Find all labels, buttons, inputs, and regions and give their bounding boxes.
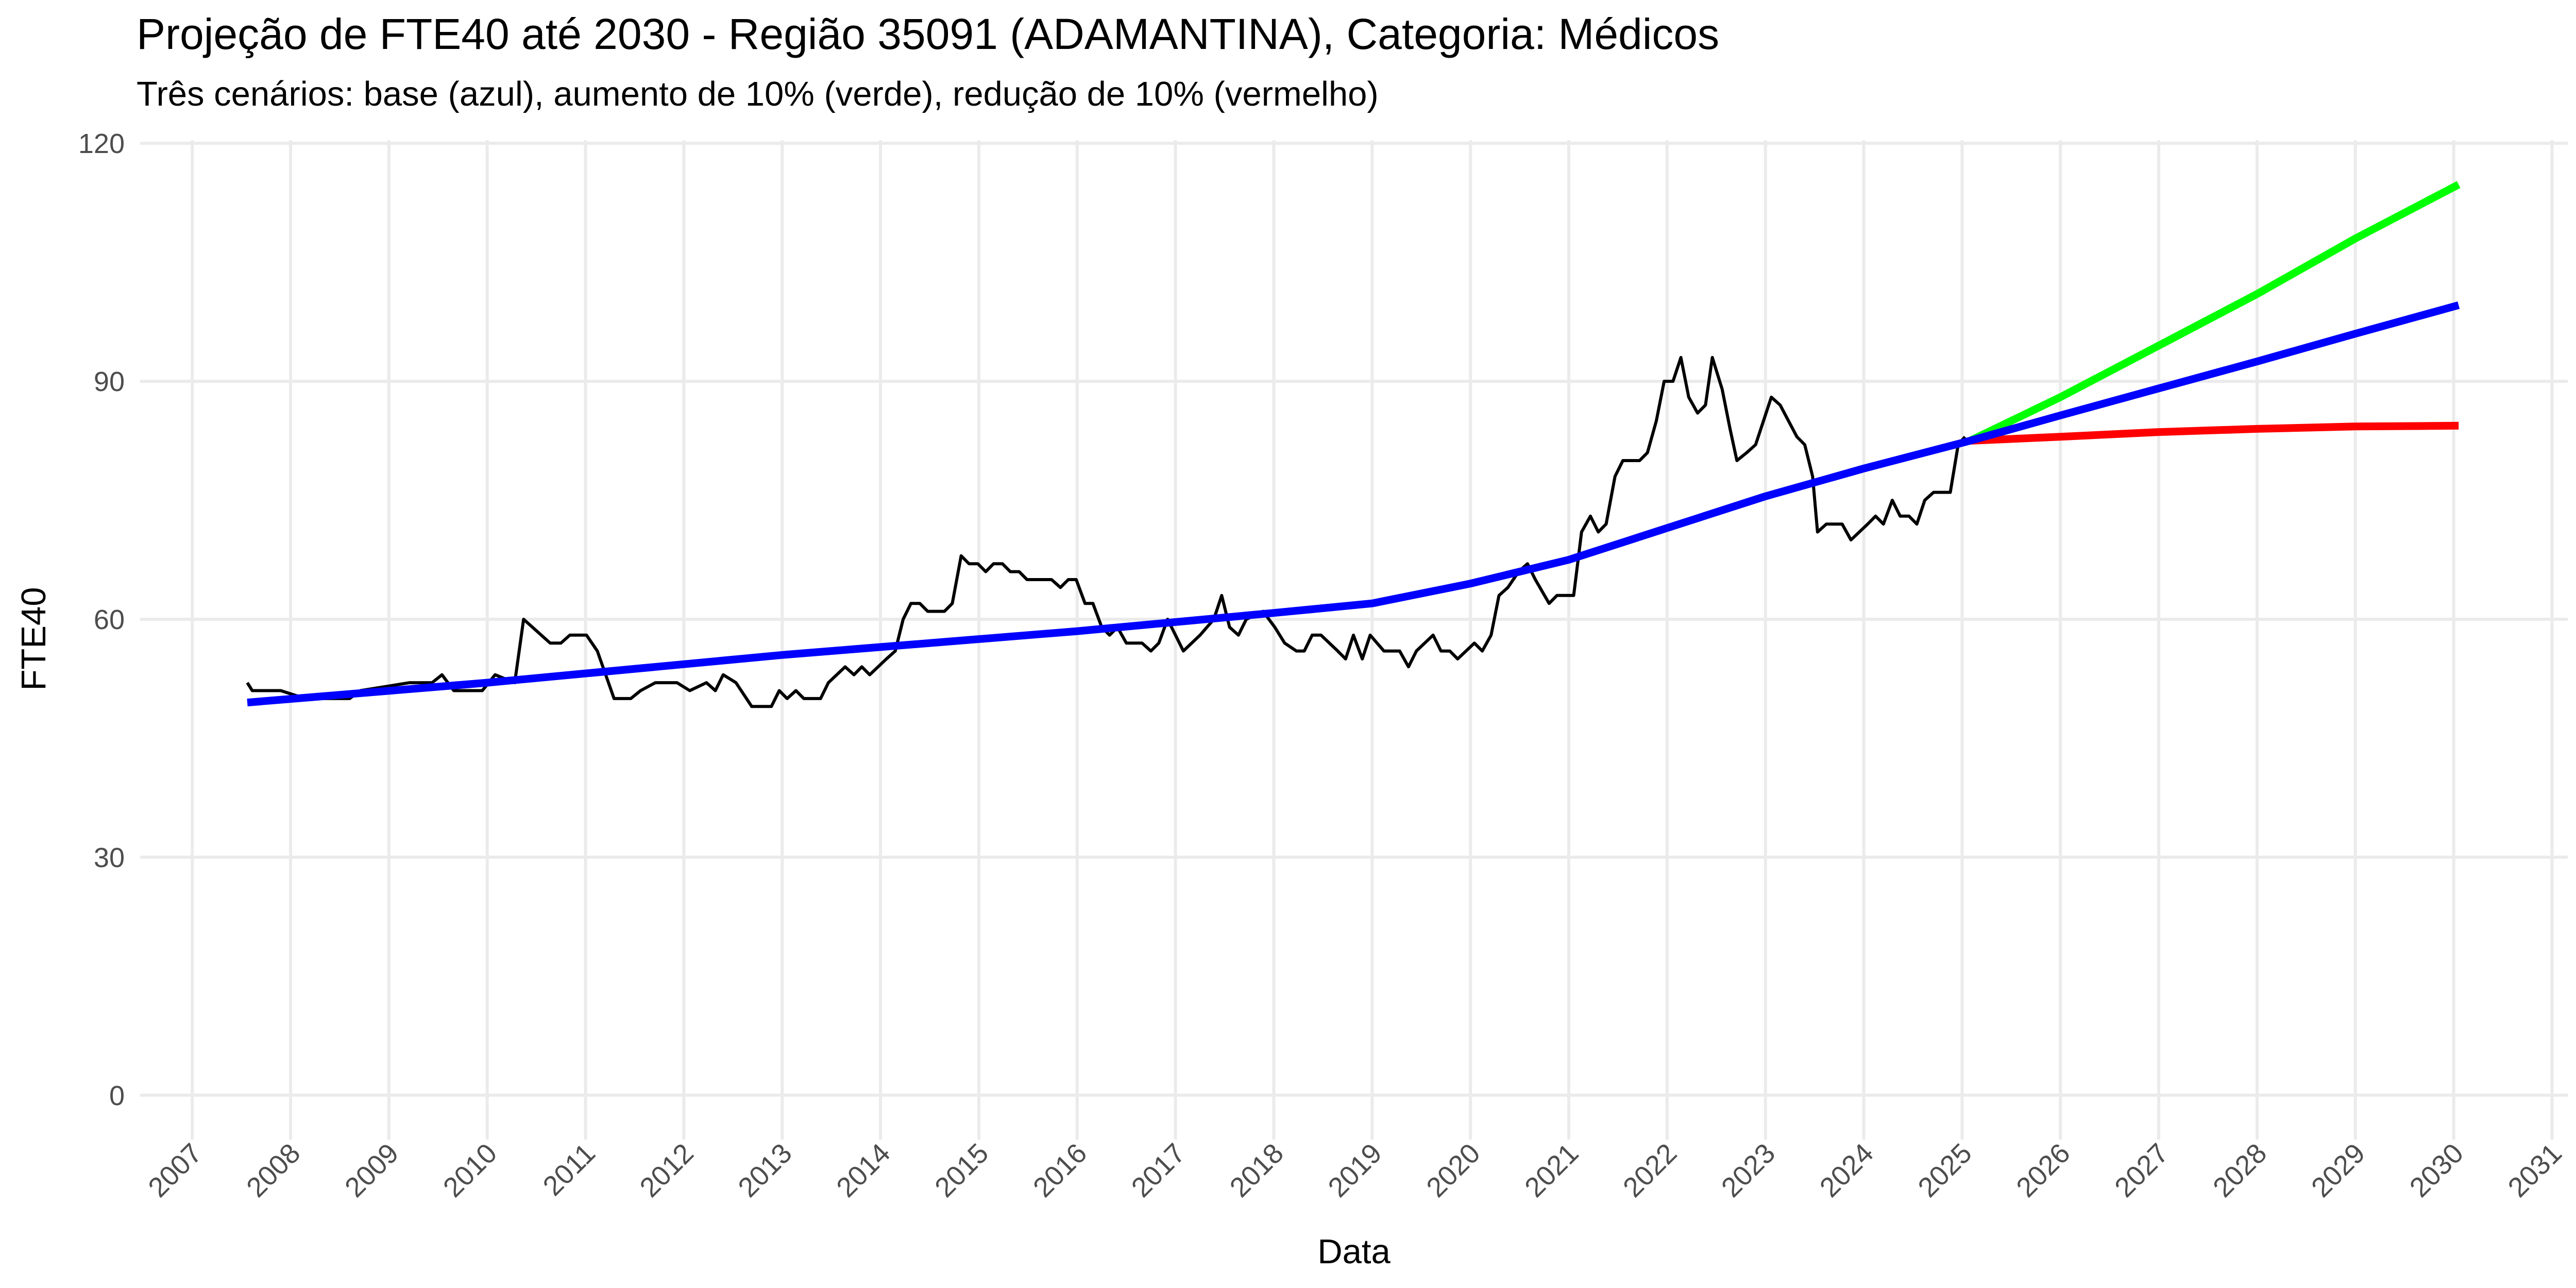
- x-axis-title: Data: [1317, 1232, 1391, 1271]
- y-tick-label: 0: [109, 1080, 125, 1111]
- series-line: [1970, 421, 2459, 445]
- chart-subtitle: Três cenários: base (azul), aumento de 1…: [137, 75, 1379, 113]
- grid: [140, 140, 2568, 1140]
- y-axis-title: FTE40: [14, 587, 53, 690]
- y-tick-label: 60: [94, 604, 125, 635]
- chart-title: Projeção de FTE40 até 2030 - Região 3509…: [137, 10, 1719, 58]
- y-tick-label: 30: [94, 842, 125, 873]
- y-tick-label: 90: [94, 366, 125, 397]
- y-tick-label: 120: [78, 128, 125, 159]
- series-line: [246, 355, 1967, 708]
- series-line: [247, 301, 2460, 707]
- series-line: [1968, 181, 2461, 445]
